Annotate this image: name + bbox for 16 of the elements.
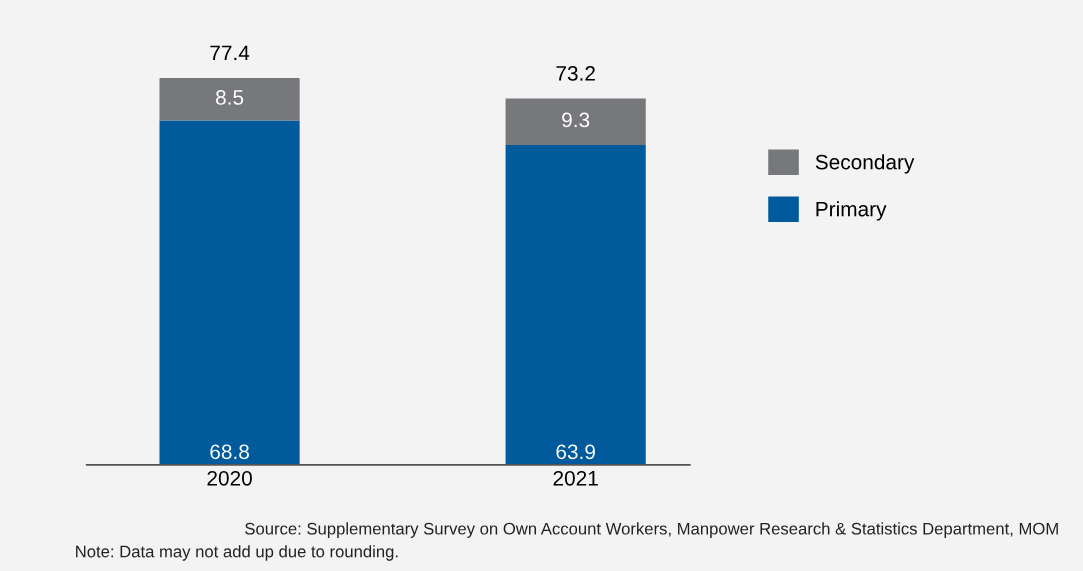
x-tick-label: 2021 bbox=[553, 470, 598, 486]
text: Note: Data may not add up due to rounding. bbox=[76, 545, 398, 561]
bar bbox=[505, 144, 646, 465]
total-label: 73.2 bbox=[556, 66, 595, 81]
bar bbox=[159, 120, 300, 465]
source-note: Source: Supplementary Survey on Own Account Workers, Manpower Research & Statistics Department, MOM bbox=[245, 522, 1058, 538]
bar bbox=[159, 77, 300, 121]
data-label: 9.3 bbox=[562, 112, 590, 128]
legend-label: Secondary bbox=[815, 154, 915, 174]
data-label: 8.5 bbox=[216, 90, 244, 105]
data-label: 63.9 bbox=[556, 444, 595, 460]
total-label: 77.4 bbox=[210, 45, 250, 61]
bar bbox=[505, 98, 646, 145]
legend-label: Primary bbox=[816, 201, 887, 221]
data-label: 68.8 bbox=[210, 444, 249, 460]
x-tick-label: 2020 bbox=[207, 470, 252, 486]
